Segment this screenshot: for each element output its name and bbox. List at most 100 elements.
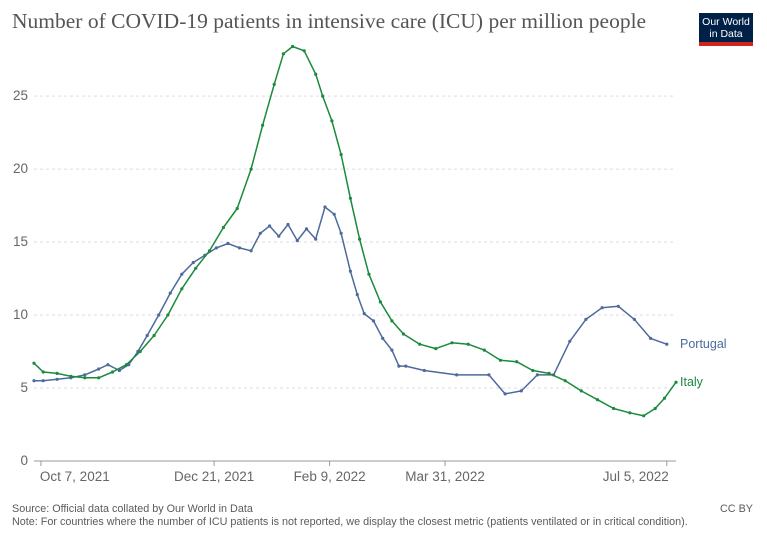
data-point-italy xyxy=(653,406,657,411)
line-chart: 0 5 10 15 20 25 Oct 7, 2021 Dec 21, 2021 Feb 9,… xyxy=(13,44,727,484)
data-point-italy xyxy=(642,414,646,418)
x-tick-label: Feb 9, 2022 xyxy=(294,469,366,484)
data-point-portugal xyxy=(41,379,45,383)
data-point-italy xyxy=(291,44,295,49)
data-point-italy xyxy=(261,123,265,127)
data-point-portugal xyxy=(191,260,195,265)
data-point-portugal xyxy=(665,342,669,346)
data-point-portugal xyxy=(519,389,523,393)
owid-logo[interactable]: Our World in Data xyxy=(699,13,753,46)
data-point-italy xyxy=(434,347,438,351)
data-point-italy xyxy=(249,167,253,171)
data-point-portugal xyxy=(249,249,253,253)
data-point-italy xyxy=(498,358,503,362)
data-point-portugal xyxy=(214,246,218,250)
data-point-portugal xyxy=(632,317,637,321)
series-labels: Portugal Italy xyxy=(680,337,727,389)
data-point-italy xyxy=(235,206,239,211)
data-point-italy xyxy=(628,411,632,415)
data-point-italy xyxy=(194,266,198,270)
series-label-italy[interactable]: Italy xyxy=(680,375,704,389)
series-line-italy[interactable] xyxy=(33,45,677,417)
data-point-italy xyxy=(83,376,87,380)
logo-line-2: in Data xyxy=(709,28,743,40)
data-point-portugal xyxy=(117,368,121,373)
series-lines xyxy=(32,44,678,418)
data-point-italy xyxy=(348,196,352,200)
data-point-portugal xyxy=(295,239,299,243)
data-point-portugal xyxy=(616,304,620,308)
data-point-italy xyxy=(97,376,101,380)
data-point-portugal xyxy=(83,373,87,377)
data-point-italy xyxy=(32,361,36,365)
y-tick-label: 0 xyxy=(20,453,28,468)
data-point-portugal xyxy=(649,336,653,340)
y-tick-label: 20 xyxy=(13,161,28,176)
data-point-italy xyxy=(547,371,551,375)
data-point-portugal xyxy=(404,364,408,368)
y-tick-label: 15 xyxy=(13,234,28,249)
data-point-portugal xyxy=(455,373,459,377)
data-point-portugal xyxy=(258,231,262,235)
logo-line-1: Our World xyxy=(702,16,750,28)
y-tick-label: 10 xyxy=(13,307,28,322)
data-point-portugal xyxy=(268,224,272,228)
series-label-portugal[interactable]: Portugal xyxy=(680,337,727,351)
data-point-italy xyxy=(674,380,678,384)
x-tick-label: Oct 7, 2021 xyxy=(40,469,110,484)
data-point-portugal xyxy=(237,246,242,250)
data-point-italy xyxy=(378,300,382,304)
data-point-portugal xyxy=(397,364,401,368)
data-point-portugal xyxy=(422,368,426,373)
y-axis-tick-labels: 0 5 10 15 20 25 xyxy=(13,88,28,468)
data-point-portugal xyxy=(145,333,149,338)
chart-title: Number of COVID-19 patients in intensive… xyxy=(12,9,647,33)
data-point-italy xyxy=(579,389,583,393)
data-point-italy xyxy=(55,371,59,375)
source-note: Source: Official data collated by Our Wo… xyxy=(12,503,253,515)
x-axis: Oct 7, 2021 Dec 21, 2021 Feb 9, 2022 Mar 31… xyxy=(34,460,676,484)
gridlines xyxy=(34,95,676,389)
data-point-italy xyxy=(41,370,45,374)
data-point-italy xyxy=(339,152,343,157)
data-point-italy xyxy=(281,52,285,56)
data-point-portugal xyxy=(487,373,491,377)
data-point-portugal xyxy=(106,363,110,367)
data-point-italy xyxy=(302,49,306,53)
data-point-portugal xyxy=(371,319,376,323)
data-point-italy xyxy=(69,374,73,378)
data-point-portugal xyxy=(55,377,59,381)
y-tick-label: 5 xyxy=(20,380,28,395)
data-point-italy xyxy=(662,396,667,400)
data-point-italy xyxy=(330,119,334,123)
data-point-italy xyxy=(152,333,156,338)
data-point-italy xyxy=(124,363,128,367)
x-tick-label: Dec 21, 2021 xyxy=(174,469,254,484)
data-point-portugal xyxy=(323,205,327,209)
data-point-portugal xyxy=(97,367,101,371)
data-point-italy xyxy=(272,82,276,86)
data-point-italy xyxy=(595,398,600,402)
data-point-italy xyxy=(401,332,406,336)
license-link[interactable]: CC BY xyxy=(720,503,753,515)
data-point-portugal xyxy=(381,336,385,340)
data-point-italy xyxy=(563,379,567,383)
data-point-portugal xyxy=(600,306,604,310)
data-point-portugal xyxy=(332,212,336,216)
data-point-italy xyxy=(207,249,212,253)
data-point-italy xyxy=(314,72,318,76)
data-point-italy xyxy=(166,313,170,317)
data-point-portugal xyxy=(168,291,172,295)
data-point-portugal xyxy=(286,222,290,227)
data-point-italy xyxy=(321,94,325,98)
data-point-italy xyxy=(390,319,394,323)
data-point-italy xyxy=(482,348,486,352)
data-point-italy xyxy=(466,342,470,346)
data-point-portugal xyxy=(157,313,161,317)
data-point-italy xyxy=(221,225,225,230)
data-point-portugal xyxy=(535,373,540,377)
data-point-portugal xyxy=(362,312,366,316)
data-point-italy xyxy=(358,237,362,241)
data-point-italy xyxy=(612,406,616,411)
data-point-portugal xyxy=(355,293,359,297)
